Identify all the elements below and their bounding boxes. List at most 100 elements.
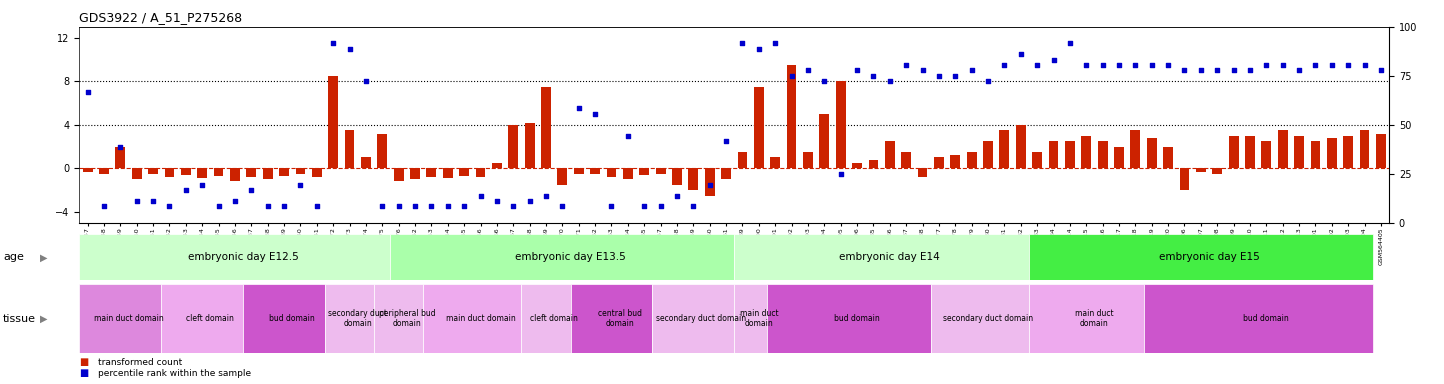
Point	[501, 204, 524, 210]
Bar	[279, 168, 289, 176]
Text: ■: ■	[79, 368, 88, 378]
Bar	[836, 81, 846, 168]
Bar	[390, 234, 734, 280]
Bar	[885, 141, 895, 168]
Point	[403, 204, 426, 210]
Bar	[573, 168, 583, 174]
Bar	[770, 157, 780, 168]
Bar	[475, 168, 485, 177]
Bar	[1131, 130, 1141, 168]
Point	[77, 89, 100, 95]
Text: percentile rank within the sample: percentile rank within the sample	[98, 369, 251, 378]
Bar	[492, 163, 503, 168]
Point	[1369, 67, 1392, 73]
Bar	[247, 168, 256, 177]
Bar	[671, 168, 682, 185]
Point	[322, 40, 345, 46]
Bar	[296, 168, 305, 174]
Bar	[1376, 134, 1386, 168]
Text: main duct
domain: main duct domain	[739, 309, 778, 328]
Text: secondary duct domain: secondary duct domain	[943, 314, 1032, 323]
Point	[256, 204, 279, 210]
Bar	[1017, 125, 1025, 168]
Text: cleft domain: cleft domain	[530, 314, 578, 323]
Point	[191, 182, 214, 188]
Bar	[754, 87, 764, 168]
Bar	[721, 168, 731, 179]
Point	[846, 67, 869, 73]
Point	[813, 78, 836, 84]
Text: GDS3922 / A_51_P275268: GDS3922 / A_51_P275268	[79, 12, 243, 25]
Point	[485, 198, 508, 204]
Bar	[1147, 138, 1157, 168]
Point	[599, 204, 622, 210]
Bar	[410, 168, 420, 179]
Bar	[1097, 141, 1108, 168]
Point	[1353, 62, 1376, 68]
Bar	[767, 284, 931, 353]
Bar	[214, 168, 224, 176]
Point	[420, 204, 443, 210]
Point	[944, 73, 967, 79]
Bar	[734, 234, 1030, 280]
Bar	[165, 168, 175, 177]
Point	[142, 198, 165, 204]
Bar	[131, 168, 142, 179]
Point	[731, 40, 754, 46]
Bar	[656, 168, 666, 174]
Text: embryonic day E12.5: embryonic day E12.5	[188, 252, 299, 262]
Point	[240, 187, 263, 193]
Bar	[1030, 234, 1373, 280]
Text: ■: ■	[79, 357, 88, 367]
Point	[878, 78, 901, 84]
Point	[764, 40, 787, 46]
Bar	[787, 65, 797, 168]
Point	[436, 204, 459, 210]
Bar	[950, 155, 960, 168]
Bar	[622, 168, 632, 179]
Bar	[705, 168, 715, 195]
Text: main duct domain: main duct domain	[446, 314, 516, 323]
Bar	[819, 114, 829, 168]
Bar	[1327, 138, 1337, 168]
Point	[1123, 62, 1147, 68]
Bar	[852, 163, 862, 168]
Text: bud domain: bud domain	[1243, 314, 1289, 323]
Bar	[570, 284, 653, 353]
Bar	[1311, 141, 1320, 168]
Bar	[1245, 136, 1255, 168]
Point	[157, 204, 180, 210]
Point	[305, 204, 328, 210]
Point	[387, 204, 410, 210]
Text: bud domain: bud domain	[835, 314, 879, 323]
Text: tissue: tissue	[3, 314, 36, 324]
Bar	[100, 168, 108, 174]
Point	[126, 198, 149, 204]
Bar	[1196, 168, 1206, 172]
Bar	[1213, 168, 1222, 174]
Bar	[423, 284, 521, 353]
Bar	[966, 152, 976, 168]
Text: bud domain: bud domain	[270, 314, 315, 323]
Bar	[377, 134, 387, 168]
Text: main duct
domain: main duct domain	[1076, 309, 1113, 328]
Bar	[901, 152, 911, 168]
Bar	[521, 284, 570, 353]
Bar	[591, 168, 601, 174]
Bar	[1030, 284, 1144, 353]
Point	[92, 204, 116, 210]
Bar	[983, 141, 993, 168]
Point	[1271, 62, 1294, 68]
Point	[1255, 62, 1278, 68]
Bar	[243, 284, 325, 353]
Bar	[1294, 136, 1304, 168]
Point	[1304, 62, 1327, 68]
Text: secondary duct domain: secondary duct domain	[657, 314, 747, 323]
Point	[632, 204, 656, 210]
Point	[1043, 56, 1066, 63]
Bar	[934, 157, 944, 168]
Point	[583, 111, 606, 117]
Point	[829, 170, 852, 177]
Point	[1206, 67, 1229, 73]
Bar	[999, 130, 1009, 168]
